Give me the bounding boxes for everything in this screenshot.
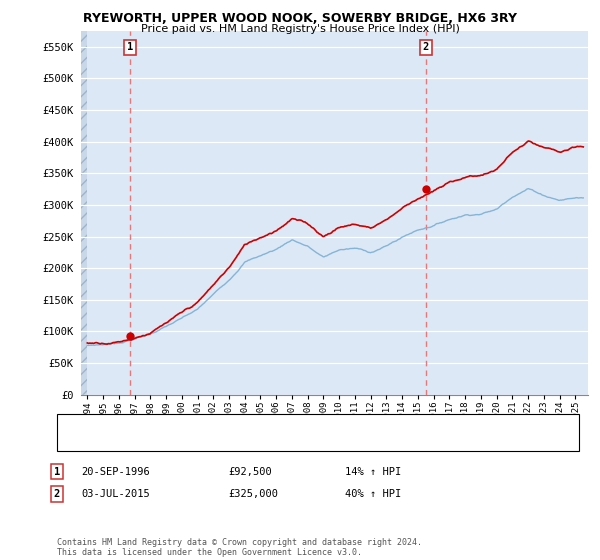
Text: 2: 2 [54,489,60,499]
Text: RYEWORTH, UPPER WOOD NOOK, SOWERBY BRIDGE, HX6 3RY: RYEWORTH, UPPER WOOD NOOK, SOWERBY BRIDG… [83,12,517,25]
Text: 1: 1 [127,42,133,52]
Text: ─────: ───── [68,438,101,447]
Text: 03-JUL-2015: 03-JUL-2015 [81,489,150,499]
Bar [81,31,87,395]
Text: RYEWORTH, UPPER WOOD NOOK, SOWERBY BRIDGE, HX6 3RY (detached house): RYEWORTH, UPPER WOOD NOOK, SOWERBY BRIDG… [102,418,496,427]
Text: 14% ↑ HPI: 14% ↑ HPI [345,466,401,477]
Text: 20-SEP-1996: 20-SEP-1996 [81,466,150,477]
Text: £92,500: £92,500 [228,466,272,477]
Text: 2: 2 [422,42,429,52]
Text: HPI: Average price, detached house, Calderdale: HPI: Average price, detached house, Cald… [102,438,335,447]
Text: 40% ↑ HPI: 40% ↑ HPI [345,489,401,499]
Text: Contains HM Land Registry data © Crown copyright and database right 2024.
This d: Contains HM Land Registry data © Crown c… [57,538,422,557]
Text: 1: 1 [54,466,60,477]
Text: Price paid vs. HM Land Registry's House Price Index (HPI): Price paid vs. HM Land Registry's House … [140,24,460,34]
Text: £325,000: £325,000 [228,489,278,499]
Text: ─────: ───── [68,418,101,427]
